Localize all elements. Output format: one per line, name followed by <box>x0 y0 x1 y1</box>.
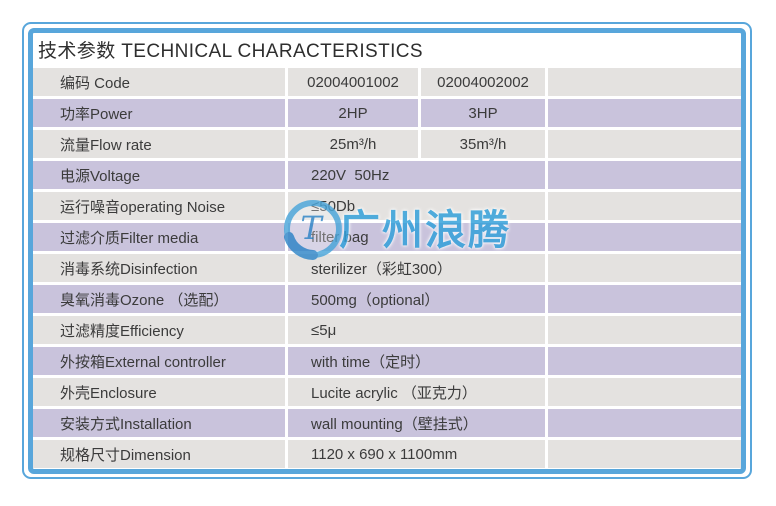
row-empty-cell <box>548 378 741 406</box>
row-label: 功率Power <box>33 99 285 127</box>
row-empty-cell <box>548 347 741 375</box>
row-empty-cell <box>548 68 741 96</box>
row-empty-cell <box>548 161 741 189</box>
row-label: 流量Flow rate <box>33 130 285 158</box>
row-label: 臭氧消毒Ozone （选配） <box>33 285 285 313</box>
row-label: 运行噪音operating Noise <box>33 192 285 220</box>
row-empty-cell <box>548 285 741 313</box>
table-row: 消毒系统Disinfection sterilizer（彩虹300） <box>33 254 741 282</box>
table-row: 功率Power 2HP 3HP <box>33 99 741 127</box>
spec-table: 编码 Code 02004001002 02004002002 功率Power 2… <box>33 68 741 468</box>
table-row: 过滤精度Efficiency ≤5μ <box>33 316 741 344</box>
table-row: 流量Flow rate 25m³/h 35m³/h <box>33 130 741 158</box>
table-row: 臭氧消毒Ozone （选配） 500mg（optional） <box>33 285 741 313</box>
row-value: 02004002002 <box>421 68 545 96</box>
table-row: 电源Voltage 220V 50Hz <box>33 161 741 189</box>
row-value: 220V 50Hz <box>288 161 545 189</box>
outer-border <box>22 22 752 479</box>
row-label: 电源Voltage <box>33 161 285 189</box>
table-row: 安装方式Installation wall mounting（壁挂式） <box>33 409 741 437</box>
row-value: 35m³/h <box>421 130 545 158</box>
row-empty-cell <box>548 192 741 220</box>
page-title: 技术参数 TECHNICAL CHARACTERISTICS <box>38 41 423 62</box>
row-empty-cell <box>548 130 741 158</box>
row-label: 过滤介质Filter media <box>33 223 285 251</box>
row-value: Lucite acrylic （亚克力） <box>288 378 545 406</box>
row-label: 外按箱External controller <box>33 347 285 375</box>
row-label: 外壳Enclosure <box>33 378 285 406</box>
row-label: 过滤精度Efficiency <box>33 316 285 344</box>
row-empty-cell <box>548 254 741 282</box>
row-empty-cell <box>548 99 741 127</box>
row-empty-cell <box>548 409 741 437</box>
row-value: ≤50Db <box>288 192 545 220</box>
row-value: 2HP <box>288 99 418 127</box>
row-value: 1120 x 690 x 1100mm <box>288 440 545 468</box>
table-row: 运行噪音operating Noise ≤50Db <box>33 192 741 220</box>
row-label: 消毒系统Disinfection <box>33 254 285 282</box>
row-label: 编码 Code <box>33 68 285 96</box>
row-value: 500mg（optional） <box>288 285 545 313</box>
row-value: 25m³/h <box>288 130 418 158</box>
row-value: 02004001002 <box>288 68 418 96</box>
table-row: 外按箱External controller with time（定时） <box>33 347 741 375</box>
row-value: sterilizer（彩虹300） <box>288 254 545 282</box>
table-row: 编码 Code 02004001002 02004002002 <box>33 68 741 96</box>
row-label: 安装方式Installation <box>33 409 285 437</box>
row-empty-cell <box>548 223 741 251</box>
row-value: filter bag <box>288 223 545 251</box>
row-empty-cell <box>548 440 741 468</box>
row-label: 规格尺寸Dimension <box>33 440 285 468</box>
row-empty-cell <box>548 316 741 344</box>
table-row: 外壳Enclosure Lucite acrylic （亚克力） <box>33 378 741 406</box>
table-row: 过滤介质Filter media filter bag <box>33 223 741 251</box>
row-value: wall mounting（壁挂式） <box>288 409 545 437</box>
row-value: with time（定时） <box>288 347 545 375</box>
table-row: 规格尺寸Dimension 1120 x 690 x 1100mm <box>33 440 741 468</box>
row-value: ≤5μ <box>288 316 545 344</box>
row-value: 3HP <box>421 99 545 127</box>
